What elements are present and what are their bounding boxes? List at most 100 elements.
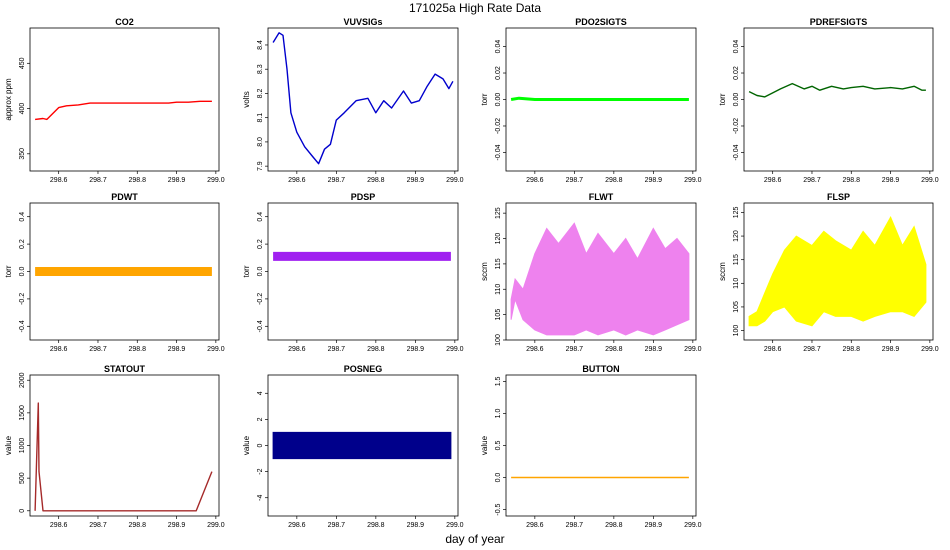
x-tick-label: 299.0	[207, 177, 225, 184]
plot-frame-flsp	[743, 202, 934, 341]
y-tick-label: 8.3	[257, 64, 264, 74]
y-tick-label: 0	[257, 443, 264, 447]
x-tick-label: 299.0	[921, 177, 939, 184]
series-pdrefsigts	[748, 82, 926, 98]
y-tick-label: -0.5	[495, 503, 502, 515]
x-tick-label: 298.9	[407, 177, 425, 184]
y-tick-label: 110	[495, 284, 502, 295]
y-tick-label: 1500	[19, 405, 26, 421]
figure-title: 171025a High Rate Data	[409, 1, 541, 15]
line-pdo2sigts	[510, 96, 689, 101]
x-tick-label: 298.8	[129, 346, 147, 353]
y-tick-label: 1000	[19, 438, 26, 454]
y-axis-label-statout: value	[4, 435, 13, 455]
common-x-axis-label: day of year	[445, 532, 504, 546]
panel-button: BUTTON 298.6 298.7 298.8 298.9 299.0 -0.5 0.0 0.…	[480, 364, 702, 529]
series-pdo2sigts	[510, 96, 689, 101]
x-tick-label: 299.0	[921, 346, 939, 353]
x-tick-label: 298.6	[288, 522, 306, 529]
y-tick-label: 450	[19, 57, 26, 69]
plot-frame-statout	[29, 374, 220, 517]
series-flsp	[748, 216, 927, 327]
y-tick-label: 8.4	[257, 40, 264, 50]
x-tick-label: 299.0	[446, 346, 464, 353]
y-tick-label: 0.0	[257, 267, 264, 277]
y-tick-label: 2	[257, 417, 264, 421]
panel-title-posneg: POSNEG	[344, 364, 383, 374]
x-tick-label: 298.7	[803, 346, 821, 353]
y-tick-label: 105	[495, 309, 502, 321]
plot-frame-vuvsigs	[267, 27, 459, 172]
y-tick-label: 500	[19, 472, 26, 484]
x-tick-label: 299.0	[446, 522, 464, 529]
y-tick-label: 0.02	[733, 66, 740, 80]
y-tick-label: 0.4	[257, 212, 264, 222]
series-statout	[34, 402, 213, 512]
series-co2	[35, 100, 212, 121]
x-tick-label: 298.9	[645, 177, 663, 184]
series-flwt	[510, 222, 690, 336]
line-co2	[35, 100, 212, 121]
area-flwt	[510, 222, 690, 336]
x-tick-label: 299.0	[446, 177, 464, 184]
x-tick-label: 298.8	[605, 177, 623, 184]
x-tick-label: 298.8	[367, 522, 385, 529]
x-tick-label: 298.7	[89, 177, 107, 184]
plot-frame-button	[505, 374, 697, 517]
y-tick-label: -2	[257, 468, 264, 474]
y-axis-label-pdo2sigts: torr	[480, 93, 489, 105]
y-tick-label: 1.0	[495, 408, 502, 418]
y-tick-label: 8.2	[257, 88, 264, 98]
panel-title-pdsp: PDSP	[351, 192, 376, 202]
x-tick-label: 298.8	[843, 177, 861, 184]
x-tick-label: 298.7	[89, 346, 107, 353]
x-tick-label: 298.6	[288, 177, 306, 184]
x-tick-label: 298.6	[764, 177, 782, 184]
y-tick-label: 110	[733, 278, 740, 289]
panel-vuvsigs: VUVSIGs 298.6 298.7 298.8 298.9 299.0 7.9 8.0 8.…	[242, 17, 464, 184]
panel-pdsp: PDSP 298.6 298.7 298.8 298.9 299.0 -0.4 -0.2 0.0…	[242, 192, 464, 353]
x-tick-label: 298.6	[50, 522, 68, 529]
y-tick-label: 0.2	[19, 239, 26, 249]
x-tick-label: 298.9	[168, 177, 186, 184]
x-tick-label: 298.9	[407, 346, 425, 353]
x-tick-label: 298.7	[328, 522, 346, 529]
panel-title-co2: CO2	[115, 17, 134, 27]
x-tick-label: 298.6	[50, 346, 68, 353]
line-statout	[34, 402, 213, 512]
y-axis-label-pdsp: torr	[242, 265, 251, 277]
y-tick-label: 0.0	[19, 267, 26, 277]
y-tick-label: -0.02	[495, 118, 502, 134]
y-tick-label: 0.02	[495, 66, 502, 80]
y-tick-label: 8.1	[257, 113, 264, 123]
y-tick-label: -0.02	[733, 118, 740, 134]
y-tick-label: 105	[733, 301, 740, 313]
x-tick-label: 298.8	[129, 522, 147, 529]
y-tick-label: 125	[495, 207, 502, 219]
panel-title-statout: STATOUT	[104, 364, 145, 374]
y-tick-label: 125	[733, 207, 740, 219]
plot-frame-pdrefsigts	[743, 27, 934, 172]
x-tick-label: 299.0	[684, 177, 702, 184]
x-tick-label: 298.6	[288, 346, 306, 353]
series-posneg	[272, 431, 452, 460]
x-tick-label: 298.8	[367, 346, 385, 353]
x-tick-label: 299.0	[684, 522, 702, 529]
panel-pdwt: PDWT 298.6 298.7 298.8 298.9 299.0 -0.4 -0.2 0.0…	[4, 192, 225, 353]
area-posneg	[272, 431, 452, 460]
panel-flwt: FLWT 298.6 298.7 298.8 298.9 299.0 100 105 110 11…	[480, 192, 702, 353]
panel-pdrefsigts: PDREFSIGTS 298.6 298.7 298.8 298.9 299.0 -0.04…	[718, 17, 939, 184]
y-axis-label-pdrefsigts: torr	[718, 93, 727, 105]
x-tick-label: 298.9	[407, 522, 425, 529]
y-tick-label: 0.4	[19, 212, 26, 222]
y-tick-label: -0.2	[19, 293, 26, 305]
y-tick-label: 115	[495, 258, 502, 269]
series-vuvsigs	[272, 32, 454, 165]
panel-title-flsp: FLSP	[827, 192, 850, 202]
y-tick-label: 115	[733, 254, 740, 265]
x-tick-label: 298.6	[526, 177, 544, 184]
y-tick-label: 100	[733, 325, 740, 337]
plot-frame-pdsp	[267, 202, 459, 341]
line-vuvsigs	[272, 32, 454, 165]
